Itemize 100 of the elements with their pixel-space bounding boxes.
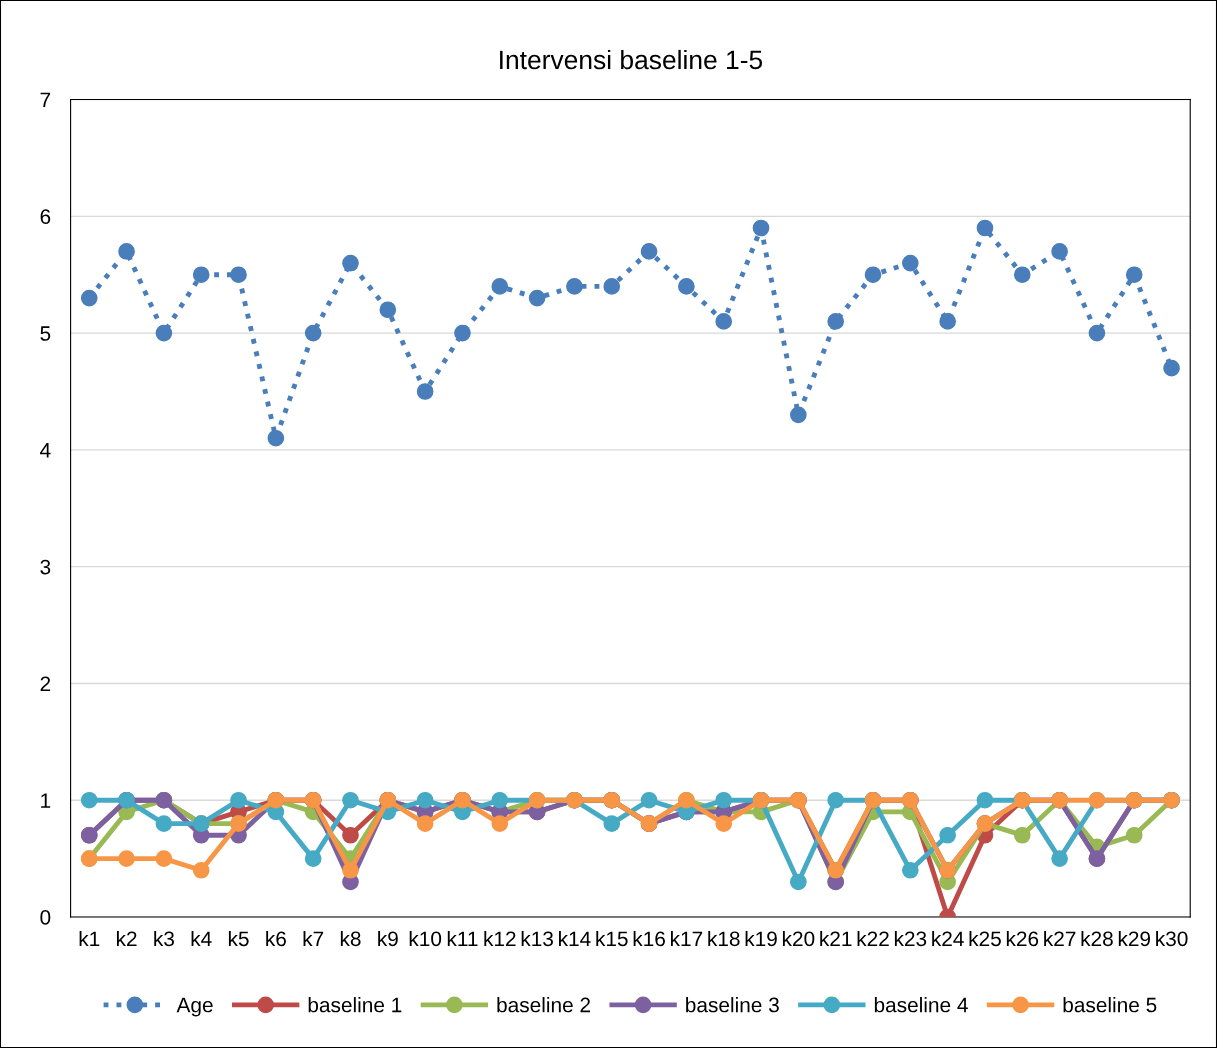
y-tick-label: 2: [40, 676, 51, 691]
point: [192, 861, 210, 879]
x-tick-label: k29: [1118, 930, 1151, 947]
x-tick-label: k17: [671, 930, 703, 946]
legend-label: baseline 2: [497, 997, 590, 1013]
x-tick-label: k11: [447, 930, 478, 946]
point: [118, 243, 135, 260]
y-tick-label: 1: [41, 793, 51, 808]
x-tick-label: k23: [894, 930, 927, 947]
x-tick-label: k10: [409, 930, 442, 947]
point: [603, 815, 621, 832]
point: [827, 791, 845, 809]
point: [939, 826, 956, 844]
point: [1163, 359, 1180, 377]
point: [1088, 324, 1106, 342]
point: [416, 815, 434, 832]
point: [827, 313, 845, 330]
x-tick-label: k8: [340, 930, 361, 947]
point: [790, 873, 807, 891]
point: [491, 815, 509, 832]
x-tick-label: k30: [1156, 930, 1188, 947]
point: [566, 278, 583, 295]
y-tick-label: 0: [40, 910, 51, 925]
chart-title: Intervensi baseline 1-5: [500, 49, 763, 70]
point: [304, 850, 322, 867]
point: [715, 815, 733, 832]
point: [304, 324, 322, 342]
y-tick-label: 3: [40, 559, 51, 575]
point: [640, 791, 658, 809]
point: [416, 791, 434, 809]
point: [901, 861, 919, 879]
x-tick-label: k24: [932, 930, 964, 946]
x-tick-label: k26: [1006, 930, 1039, 947]
x-tick-label: k3: [154, 930, 174, 947]
point: [230, 791, 247, 809]
x-tick-label: k25: [969, 930, 1001, 947]
point: [342, 861, 359, 879]
legend-label: baseline 5: [1063, 997, 1157, 1013]
x-tick-label: k13: [521, 930, 553, 947]
x-tick-label: k14: [559, 930, 591, 946]
point: [640, 243, 658, 260]
point: [939, 313, 956, 330]
y-tick-label: 5: [40, 326, 51, 341]
point: [342, 254, 359, 272]
point: [267, 429, 285, 447]
point: [790, 406, 807, 424]
x-tick-label: k18: [708, 930, 740, 947]
point: [1013, 266, 1031, 284]
point: [155, 815, 173, 832]
x-tick-label: k2: [116, 930, 137, 946]
point: [715, 791, 733, 809]
point: [976, 219, 994, 237]
point: [491, 791, 509, 809]
x-tick-label: k12: [484, 930, 516, 946]
point: [379, 301, 397, 319]
point: [752, 219, 770, 237]
legend-label: baseline 1: [308, 997, 402, 1013]
x-tick-label: k7: [303, 930, 324, 946]
x-tick-label: k15: [596, 930, 628, 947]
x-tick-label: k20: [782, 930, 815, 947]
point: [864, 266, 882, 284]
point: [1013, 826, 1031, 844]
legend-label: baseline 4: [874, 997, 968, 1013]
x-tick-label: k1: [79, 930, 100, 946]
point: [528, 289, 546, 307]
point: [976, 791, 994, 809]
point: [1125, 266, 1143, 284]
point: [192, 266, 210, 284]
x-tick-label: k9: [378, 930, 398, 947]
point: [1051, 243, 1068, 260]
point: [230, 266, 247, 284]
x-tick-label: k21: [820, 930, 852, 946]
point: [1051, 850, 1068, 867]
y-tick-label: 4: [40, 443, 51, 458]
point: [491, 278, 509, 295]
point: [454, 324, 471, 342]
y-tick-label: 7: [40, 92, 51, 108]
point: [80, 791, 98, 809]
point: [342, 791, 359, 809]
point: [155, 850, 173, 867]
point: [342, 826, 359, 844]
x-tick-label: k16: [633, 930, 665, 947]
x-tick-label: k5: [228, 930, 249, 947]
x-tick-label: k22: [857, 930, 889, 946]
point: [603, 278, 621, 295]
legend-label: baseline 3: [686, 997, 779, 1013]
x-tick-label: k6: [266, 930, 286, 947]
x-tick-label: k27: [1044, 930, 1076, 946]
x-tick-label: k28: [1081, 930, 1113, 947]
y-tick-label: 6: [40, 209, 51, 225]
legend-label: Age: [176, 997, 213, 1017]
point: [901, 254, 919, 272]
point: [155, 324, 173, 342]
point: [678, 278, 695, 295]
point: [118, 850, 135, 867]
x-tick-label: k4: [191, 930, 212, 946]
point: [715, 313, 733, 330]
point: [416, 383, 434, 400]
x-tick-label: k19: [745, 930, 777, 947]
point: [80, 289, 98, 307]
